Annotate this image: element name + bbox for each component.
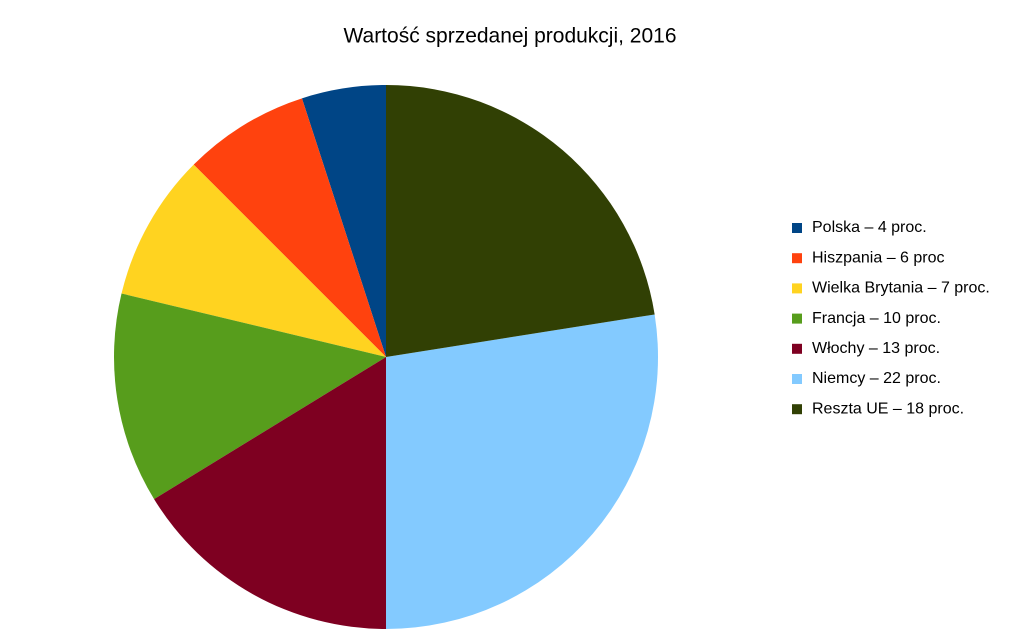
pie-slice — [193, 98, 386, 358]
legend-label: Reszta UE – 18 proc. — [812, 400, 964, 417]
chart-title: Wartość sprzedanej produkcji, 2016 — [343, 25, 676, 48]
pie-slice — [386, 314, 659, 629]
legend-label: Wielka Brytania – 7 proc. — [812, 280, 990, 297]
pie-slice — [301, 85, 386, 357]
legend-label: Polska – 4 proc. — [812, 219, 927, 236]
legend-swatch — [792, 404, 802, 415]
pie-slice — [121, 164, 386, 357]
legend-label: Niemcy – 22 proc. — [812, 370, 941, 387]
legend-swatch — [792, 374, 802, 384]
legend-swatch — [792, 343, 802, 354]
legend-label: Hiszpania – 6 proc — [812, 249, 945, 266]
pie-slice — [154, 357, 386, 629]
legend-label: Francja – 10 proc. — [812, 310, 941, 327]
legend-swatch — [792, 283, 802, 294]
legend-label: Włochy – 13 proc. — [812, 340, 940, 357]
legend-swatch — [792, 223, 802, 233]
legend-swatch — [792, 313, 802, 324]
legend-swatch — [792, 253, 802, 264]
pie-slice — [114, 293, 386, 500]
pie-slice — [386, 85, 655, 357]
